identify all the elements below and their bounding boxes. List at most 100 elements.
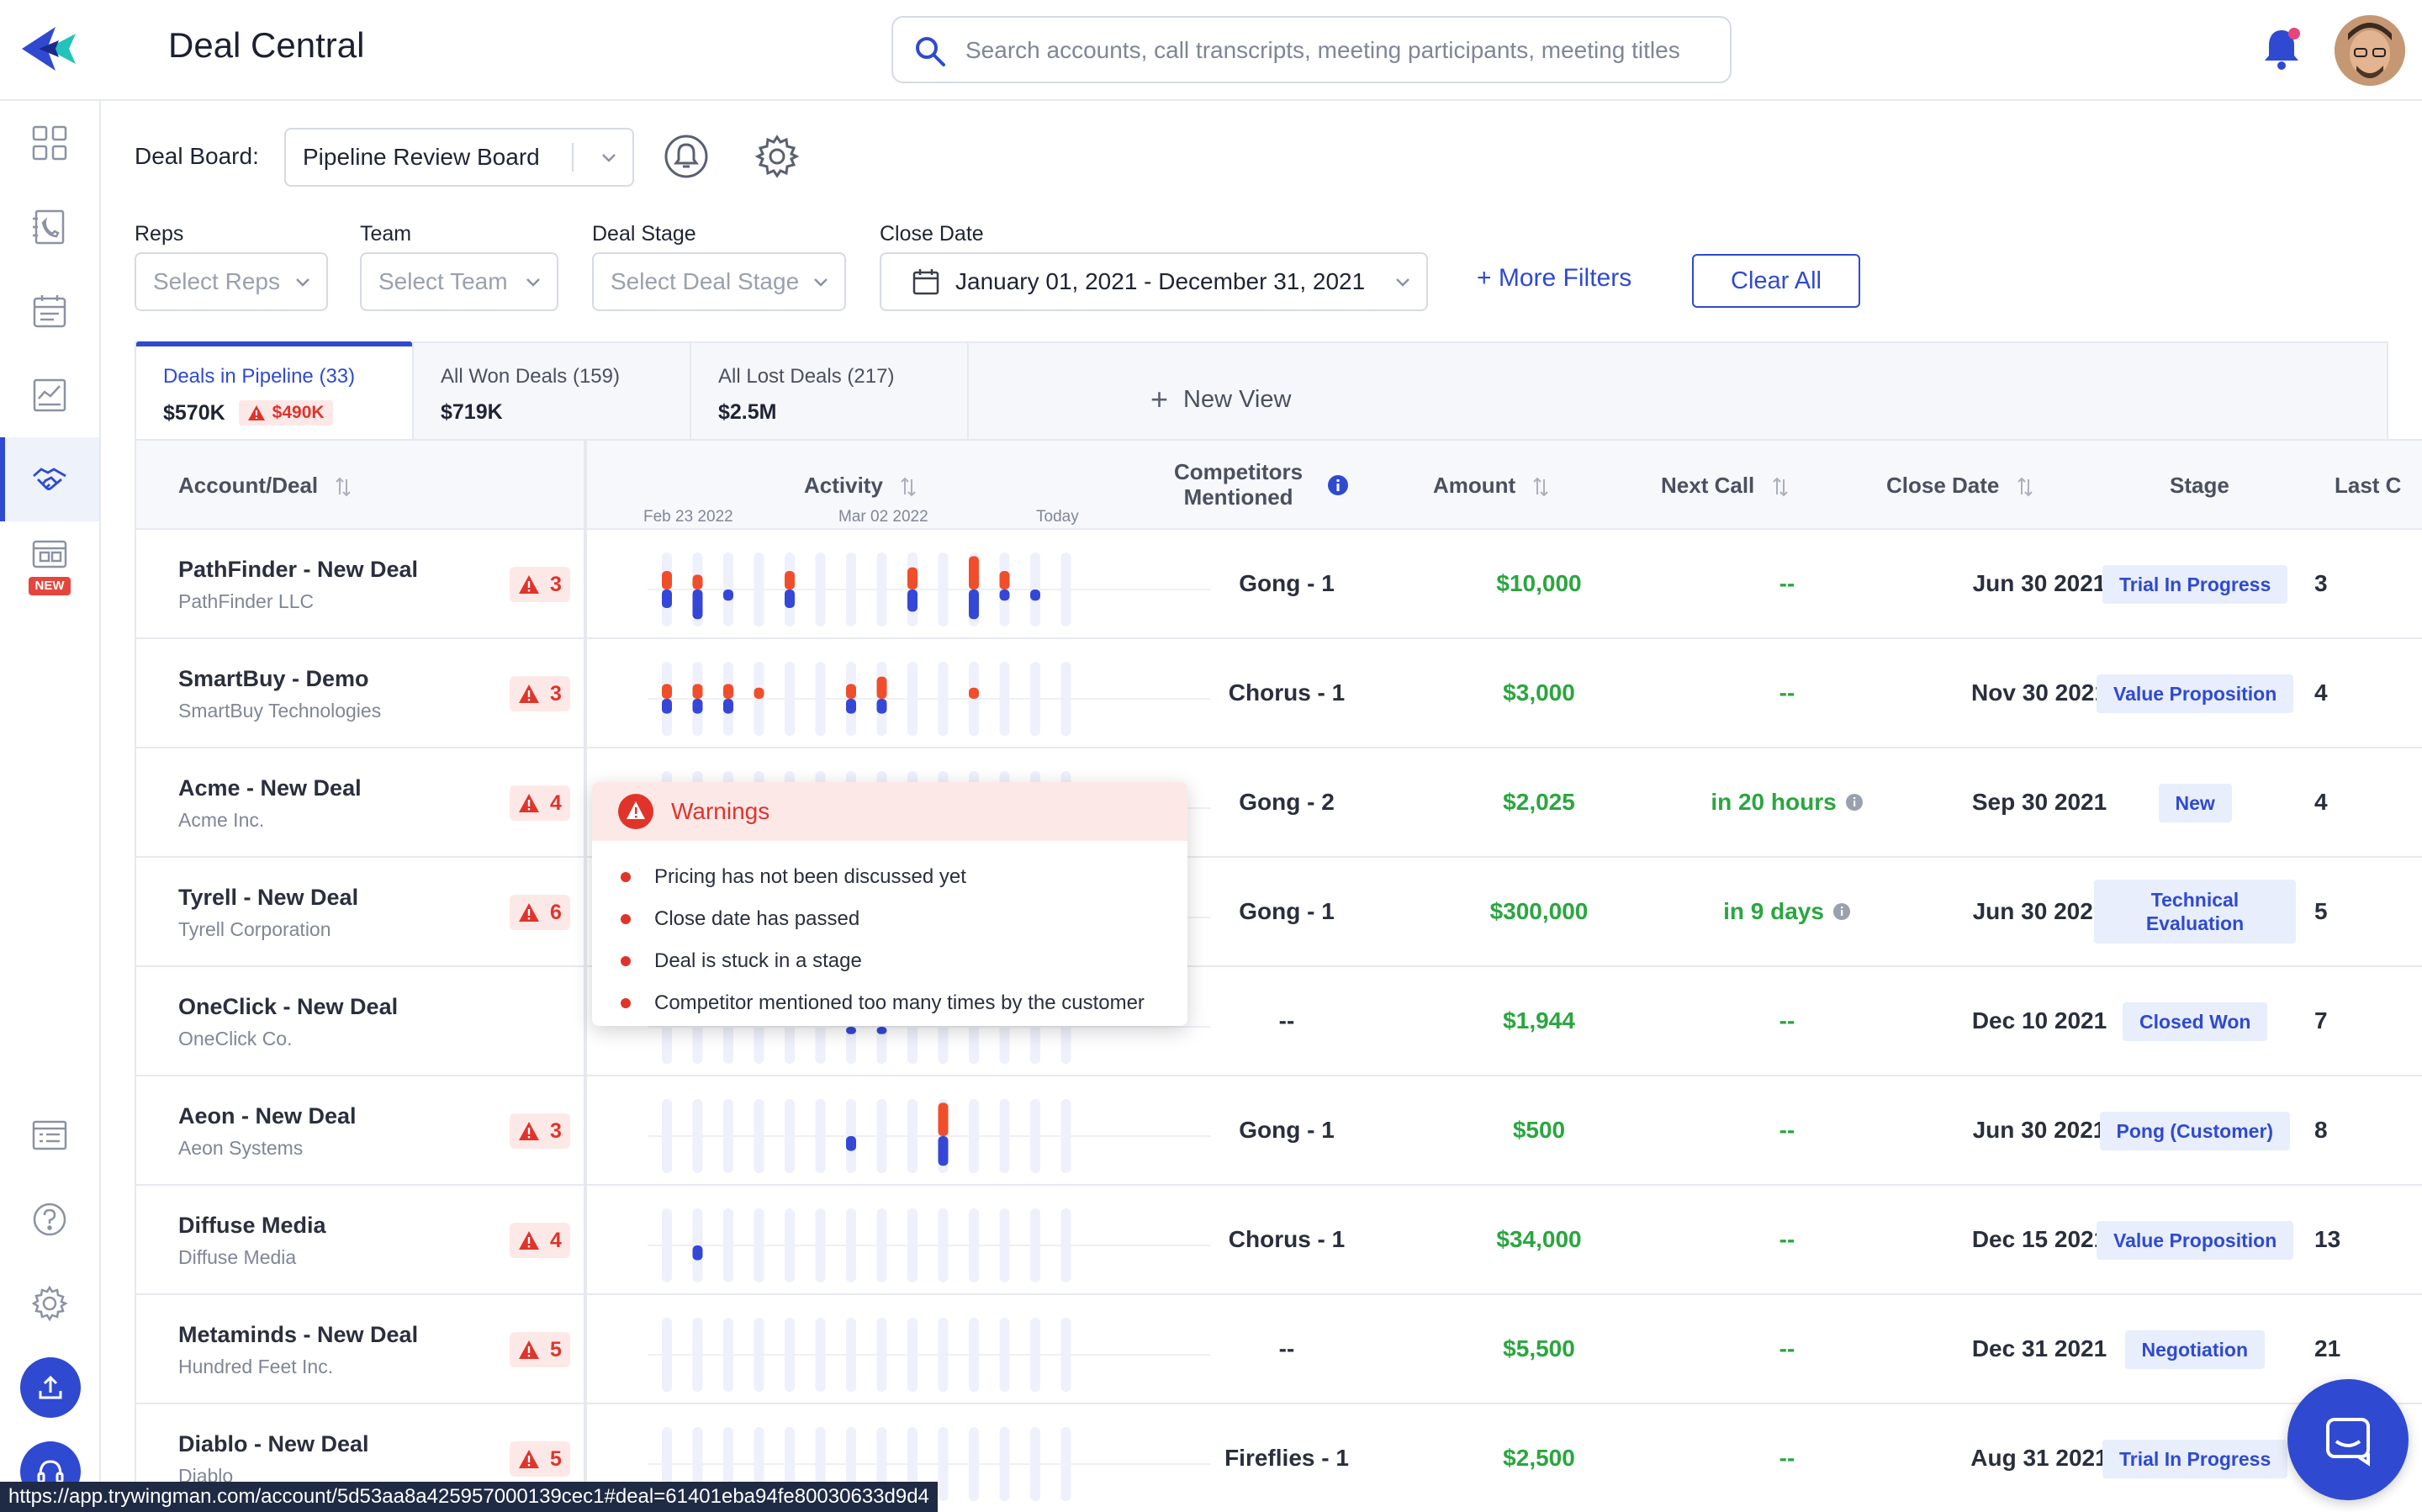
deal-warning-badge[interactable]: 3 [510, 567, 570, 602]
new-view-button[interactable]: + New View [1150, 382, 1291, 417]
deal-warning-badge[interactable]: 3 [510, 1113, 570, 1149]
col-last-header[interactable]: Last C [2335, 473, 2402, 498]
sidebar-item-calls[interactable] [0, 185, 99, 269]
deal-name-link[interactable]: Aeon - New Deal [178, 1103, 357, 1129]
deal-warning-badge[interactable]: 5 [510, 1441, 570, 1477]
notification-bell-icon[interactable] [2261, 25, 2303, 72]
activity-slot [846, 1318, 856, 1392]
reps-select[interactable]: Select Reps [135, 252, 328, 311]
more-filters-link[interactable]: + More Filters [1477, 264, 1632, 292]
sidebar-item-analytics[interactable] [0, 353, 99, 437]
team-select[interactable]: Select Team [360, 252, 558, 311]
upload-icon [39, 1375, 62, 1399]
activity-timeline[interactable] [639, 1085, 1228, 1177]
search-box[interactable] [891, 16, 1732, 83]
tab-deals-in-pipeline[interactable]: Deals in Pipeline (33) $570K $490K [136, 341, 414, 441]
activity-timeline[interactable] [639, 648, 1228, 740]
sidebar-item-help[interactable] [0, 1177, 99, 1261]
deal-warning-badge[interactable]: 4 [510, 1223, 570, 1258]
activity-bar-outgoing [969, 556, 979, 589]
deal-cell[interactable]: OneClick - New Deal OneClick Co. [135, 967, 587, 1076]
info-icon[interactable] [1832, 902, 1851, 921]
deal-cell[interactable]: SmartBuy - Demo SmartBuy Technologies 3 [135, 639, 587, 748]
deal-stage-select[interactable]: Select Deal Stage [592, 252, 846, 311]
table-row[interactable]: Metaminds - New Deal Hundred Feet Inc. 5… [135, 1295, 2422, 1404]
deal-name-link[interactable]: SmartBuy - Demo [178, 666, 369, 691]
activity-timeline[interactable] [639, 538, 1228, 631]
col-stage-header[interactable]: Stage [2170, 473, 2229, 498]
warning-count: 5 [550, 1446, 562, 1471]
tab-title-text: All Lost Deals [718, 365, 842, 388]
user-avatar[interactable] [2335, 15, 2405, 86]
stage-badge[interactable]: Negotiation [2124, 1330, 2265, 1369]
deal-cell[interactable]: Acme - New Deal Acme Inc. 4 [135, 748, 587, 858]
next-call-text: -- [1779, 1007, 1795, 1034]
stage-badge[interactable]: New [2158, 784, 2232, 822]
stage-badge[interactable]: Value Proposition [2097, 674, 2294, 713]
col-activity-header[interactable]: Activity [804, 473, 918, 499]
sidebar-item-reports[interactable] [0, 1093, 99, 1177]
competitors-value: Gong - 1 [1239, 570, 1335, 596]
deal-name-link[interactable]: OneClick - New Deal [178, 994, 399, 1019]
deal-name-link[interactable]: Acme - New Deal [178, 775, 362, 801]
deal-name-link[interactable]: Metaminds - New Deal [178, 1322, 419, 1347]
stage-badge[interactable]: Closed Won [2123, 1002, 2268, 1041]
stage-badge[interactable]: Trial In Progress [2102, 565, 2288, 604]
deal-cell[interactable]: PathFinder - New Deal PathFinder LLC 3 [135, 530, 587, 639]
deal-name-link[interactable]: Diffuse Media [178, 1213, 326, 1238]
activity-bar-outgoing [692, 684, 703, 699]
table-row[interactable]: OneClick - New Deal OneClick Co. -- $1,9… [135, 967, 2422, 1076]
deal-cell[interactable]: Diablo - New Deal Diablo 5 [135, 1404, 587, 1512]
table-row[interactable]: Tyrell - New Deal Tyrell Corporation 6 G… [135, 858, 2422, 967]
col-amount-header[interactable]: Amount [1433, 473, 1550, 499]
sidebar-item-dashboard[interactable] [0, 101, 99, 185]
deal-name-link[interactable]: PathFinder - New Deal [178, 557, 419, 582]
deal-warning-badge[interactable]: 3 [510, 676, 570, 711]
info-icon[interactable] [1845, 793, 1864, 812]
deal-name-link[interactable]: Diablo - New Deal [178, 1431, 369, 1456]
col-account-header[interactable]: Account/Deal [178, 473, 352, 499]
deal-warning-badge[interactable]: 6 [510, 895, 570, 930]
upload-button[interactable] [20, 1357, 81, 1418]
deal-cell[interactable]: Diffuse Media Diffuse Media 4 [135, 1186, 587, 1295]
stage-badge[interactable]: Pong (Customer) [2099, 1112, 2291, 1150]
stage-badge[interactable]: Value Proposition [2097, 1221, 2294, 1260]
table-row[interactable]: Aeon - New Deal Aeon Systems 3 Gong - 1 … [135, 1076, 2422, 1186]
col-close-date-header[interactable]: Close Date [1886, 473, 2034, 499]
search-input[interactable] [965, 29, 1705, 71]
table-row[interactable]: Acme - New Deal Acme Inc. 4 Gong - 2 $2,… [135, 748, 2422, 858]
table-row[interactable]: SmartBuy - Demo SmartBuy Technologies 3 … [135, 639, 2422, 748]
deal-cell[interactable]: Aeon - New Deal Aeon Systems 3 [135, 1076, 587, 1186]
deal-board-select[interactable]: Pipeline Review Board [284, 128, 634, 187]
activity-timeline[interactable] [639, 1303, 1228, 1396]
wingman-logo-icon[interactable] [22, 25, 81, 72]
next-call-value: -- [1648, 1007, 1926, 1034]
col-next-call-header[interactable]: Next Call [1661, 473, 1790, 499]
deal-cell[interactable]: Tyrell - New Deal Tyrell Corporation 6 [135, 858, 587, 967]
clear-all-button[interactable]: Clear All [1692, 254, 1860, 308]
sidebar-item-new-feature[interactable] [0, 521, 99, 589]
deal-warning-badge[interactable]: 4 [510, 785, 570, 821]
info-icon[interactable] [1327, 474, 1349, 496]
tab-all-won-deals[interactable]: All Won Deals (159) $719K [414, 343, 691, 441]
stage-badge[interactable]: Trial In Progress [2102, 1440, 2288, 1478]
warning-icon [519, 903, 539, 922]
table-row[interactable]: PathFinder - New Deal PathFinder LLC 3 G… [135, 530, 2422, 639]
deal-cell[interactable]: Metaminds - New Deal Hundred Feet Inc. 5 [135, 1295, 587, 1404]
sidebar-item-deals[interactable] [0, 437, 99, 521]
activity-timeline[interactable] [639, 1194, 1228, 1287]
close-date-select[interactable]: January 01, 2021 - December 31, 2021 [880, 252, 1428, 311]
sidebar-item-settings[interactable] [0, 1261, 99, 1345]
chat-launcher-button[interactable] [2287, 1379, 2409, 1500]
deal-name-link[interactable]: Tyrell - New Deal [178, 885, 359, 910]
deal-warning-badge[interactable]: 5 [510, 1332, 570, 1367]
board-alerts-icon[interactable] [663, 133, 710, 180]
col-competitors-header[interactable]: Competitors Mentioned [1174, 459, 1303, 510]
sidebar-item-calendar[interactable] [0, 269, 99, 353]
table-row[interactable]: Diffuse Media Diffuse Media 4 Chorus - 1… [135, 1186, 2422, 1295]
tooltip-title: Warnings [671, 798, 770, 824]
tab-all-lost-deals[interactable]: All Lost Deals (217) $2.5M [691, 343, 969, 441]
board-settings-icon[interactable] [754, 133, 801, 180]
warning-item: Pricing has not been discussed yet [621, 856, 1187, 898]
stage-badge[interactable]: Technical Evaluation [2094, 880, 2296, 944]
